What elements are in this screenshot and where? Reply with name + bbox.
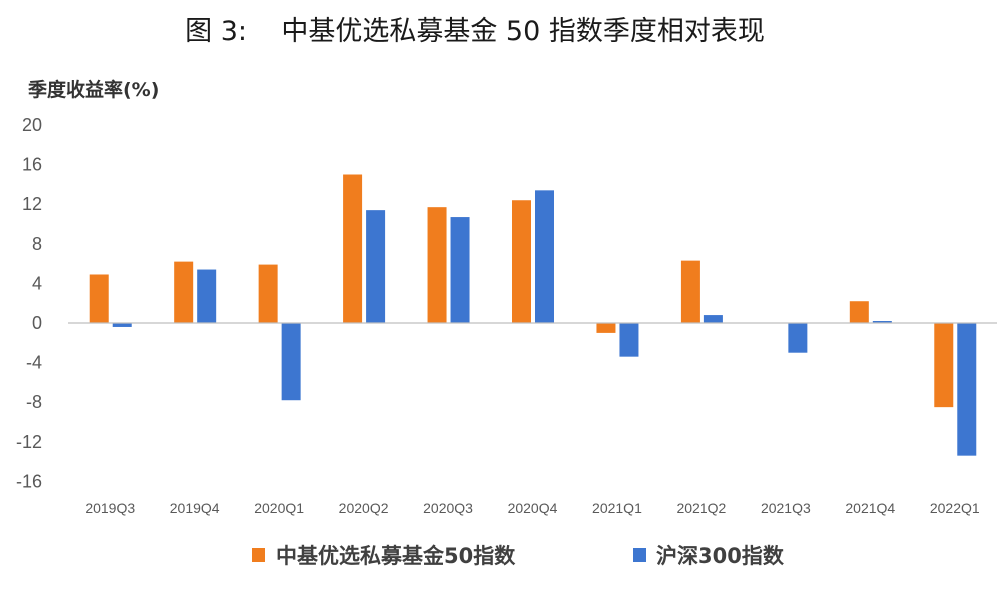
bar-csi300-2021Q3 [788, 323, 808, 353]
legend-swatch-blue [633, 548, 646, 562]
y-tick-label: 4 [32, 273, 42, 293]
bar-fund-index-2019Q3 [89, 274, 109, 323]
x-tick-label: 2021Q2 [676, 500, 726, 516]
x-tick-label: 2020Q4 [508, 500, 558, 516]
x-tick-label: 2020Q2 [339, 500, 389, 516]
y-tick-label: -16 [16, 471, 42, 491]
legend-label-fund-index: 中基优选私募基金50指数 [276, 544, 516, 568]
y-tick-label: 0 [32, 313, 42, 333]
x-tick-label: 2021Q1 [592, 500, 642, 516]
legend-label-csi300: 沪深300指数 [656, 544, 785, 568]
x-tick-label: 2021Q4 [845, 500, 895, 516]
bar-csi300-2020Q1 [281, 323, 301, 401]
bar-csi300-2020Q3 [450, 217, 470, 323]
chart-title: 图 3: 中基优选私募基金 50 指数季度相对表现 [185, 16, 765, 47]
legend: 中基优选私募基金50指数 沪深300指数 [252, 544, 785, 568]
y-tick-label: -8 [26, 392, 42, 412]
bar-csi300-2019Q4 [197, 269, 217, 323]
bars-group [89, 174, 977, 456]
bar-fund-index-2021Q2 [680, 260, 700, 323]
x-tick-label: 2020Q1 [254, 500, 304, 516]
bar-fund-index-2020Q4 [512, 200, 531, 323]
y-tick-label: -12 [16, 432, 42, 452]
bar-fund-index-2021Q1 [596, 323, 616, 333]
bar-csi300-2020Q2 [366, 210, 386, 323]
y-tick-label: 8 [32, 234, 42, 254]
bar-csi300-2022Q1 [957, 323, 977, 456]
y-tick-label: 12 [22, 194, 42, 214]
bar-fund-index-2021Q4 [849, 301, 869, 323]
x-tick-label: 2019Q3 [85, 500, 135, 516]
bar-csi300-2021Q1 [619, 323, 639, 357]
x-axis-ticks: 2019Q3 2019Q4 2020Q1 2020Q2 2020Q3 2020Q4 2021… [85, 500, 980, 516]
bar-fund-index-2019Q4 [174, 261, 194, 323]
y-tick-label: -4 [26, 353, 42, 373]
bar-fund-index-2022Q1 [934, 323, 954, 408]
bar-fund-index-2020Q1 [258, 264, 278, 323]
bar-fund-index-2020Q3 [427, 207, 447, 323]
bar-csi300-2021Q2 [703, 315, 723, 323]
x-tick-label: 2019Q4 [170, 500, 220, 516]
x-tick-label: 2022Q1 [930, 500, 980, 516]
y-tick-label: 16 [22, 155, 42, 175]
bar-csi300-2020Q4 [535, 190, 554, 323]
y-axis-ticks: 20 16 12 8 4 0 -4 -8 -12 -16 [16, 115, 42, 491]
bar-csi300-2021Q4 [872, 321, 892, 323]
bar-csi300-2019Q3 [112, 323, 132, 327]
y-axis-label: 季度收益率(%) [28, 78, 159, 101]
legend-swatch-orange [252, 548, 265, 562]
x-tick-label: 2020Q3 [423, 500, 473, 516]
bar-fund-index-2020Q2 [343, 174, 363, 323]
x-tick-label: 2021Q3 [761, 500, 811, 516]
y-tick-label: 20 [22, 115, 42, 135]
